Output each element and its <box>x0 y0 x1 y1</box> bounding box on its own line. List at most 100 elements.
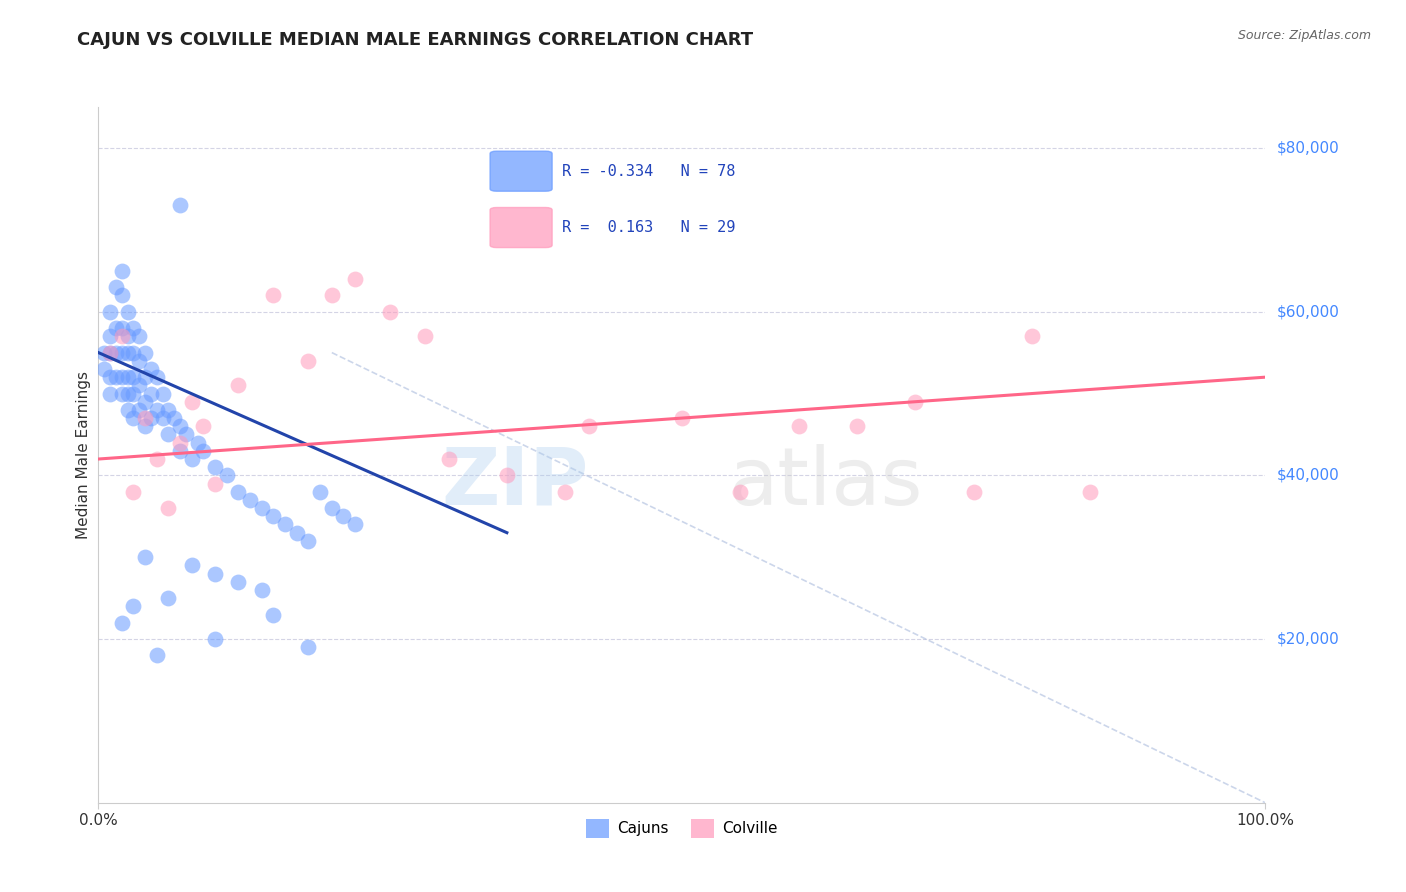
Text: CAJUN VS COLVILLE MEDIAN MALE EARNINGS CORRELATION CHART: CAJUN VS COLVILLE MEDIAN MALE EARNINGS C… <box>77 31 754 49</box>
Point <box>117 403 139 417</box>
Point <box>139 411 162 425</box>
Point <box>134 345 156 359</box>
Point <box>104 345 127 359</box>
Point <box>169 435 191 450</box>
Text: $40,000: $40,000 <box>1277 468 1340 483</box>
Point <box>117 304 139 318</box>
Point <box>285 525 308 540</box>
Point <box>152 411 174 425</box>
Point <box>117 329 139 343</box>
Point <box>437 452 460 467</box>
Point <box>139 386 162 401</box>
Point <box>169 443 191 458</box>
Point <box>122 345 145 359</box>
Point <box>122 599 145 614</box>
Point <box>239 492 262 507</box>
Point <box>578 419 600 434</box>
Point <box>122 484 145 499</box>
Point <box>111 345 134 359</box>
Point <box>111 329 134 343</box>
Point <box>117 345 139 359</box>
Point <box>380 304 402 318</box>
Point <box>157 403 180 417</box>
Point <box>98 370 121 384</box>
Point <box>204 566 226 581</box>
Point <box>104 321 127 335</box>
Point <box>122 386 145 401</box>
Point <box>262 288 284 302</box>
Point <box>128 329 150 343</box>
Point <box>1021 329 1043 343</box>
Point <box>104 370 127 384</box>
Point <box>157 591 180 606</box>
Point <box>139 362 162 376</box>
Point <box>787 419 810 434</box>
Point <box>204 476 226 491</box>
Point <box>297 533 319 548</box>
Point <box>250 582 273 597</box>
Point <box>93 345 115 359</box>
Text: $60,000: $60,000 <box>1277 304 1340 319</box>
Point <box>134 394 156 409</box>
Point <box>111 288 134 302</box>
Point <box>134 550 156 565</box>
Point <box>215 468 238 483</box>
Point <box>193 443 215 458</box>
Point <box>309 484 332 499</box>
Point <box>128 353 150 368</box>
Point <box>250 501 273 516</box>
Point <box>152 386 174 401</box>
Point <box>730 484 752 499</box>
Point <box>128 378 150 392</box>
Point <box>321 288 343 302</box>
Point <box>262 509 284 524</box>
Point <box>111 264 134 278</box>
Point <box>111 615 134 630</box>
Point <box>228 378 250 392</box>
Point <box>344 517 367 532</box>
Point <box>134 411 156 425</box>
Point <box>157 427 180 442</box>
Text: $20,000: $20,000 <box>1277 632 1340 647</box>
Point <box>228 484 250 499</box>
Point <box>117 370 139 384</box>
Point <box>122 370 145 384</box>
Point <box>128 403 150 417</box>
Point <box>146 452 169 467</box>
Point <box>134 370 156 384</box>
Text: ZIP: ZIP <box>441 443 589 522</box>
Point <box>962 484 984 499</box>
Point <box>146 648 169 663</box>
Point <box>274 517 297 532</box>
Text: atlas: atlas <box>728 443 922 522</box>
Point <box>344 272 367 286</box>
Point <box>98 304 121 318</box>
Point <box>228 574 250 589</box>
Point <box>193 419 215 434</box>
Point <box>297 353 319 368</box>
Point <box>111 321 134 335</box>
Point <box>146 370 169 384</box>
Y-axis label: Median Male Earnings: Median Male Earnings <box>76 371 91 539</box>
Point <box>904 394 927 409</box>
Legend: Cajuns, Colville: Cajuns, Colville <box>581 813 783 844</box>
Point <box>134 419 156 434</box>
Point <box>204 632 226 646</box>
Point <box>98 386 121 401</box>
Point <box>111 370 134 384</box>
Point <box>671 411 693 425</box>
Point <box>163 411 186 425</box>
Point <box>117 386 139 401</box>
Point <box>98 345 121 359</box>
Point <box>122 411 145 425</box>
Point <box>1080 484 1102 499</box>
Point <box>496 468 519 483</box>
Point <box>93 362 115 376</box>
Point <box>180 558 202 573</box>
Point <box>174 427 197 442</box>
Point <box>157 501 180 516</box>
Point <box>169 198 191 212</box>
Point <box>187 435 209 450</box>
Point <box>846 419 869 434</box>
Point <box>180 452 202 467</box>
